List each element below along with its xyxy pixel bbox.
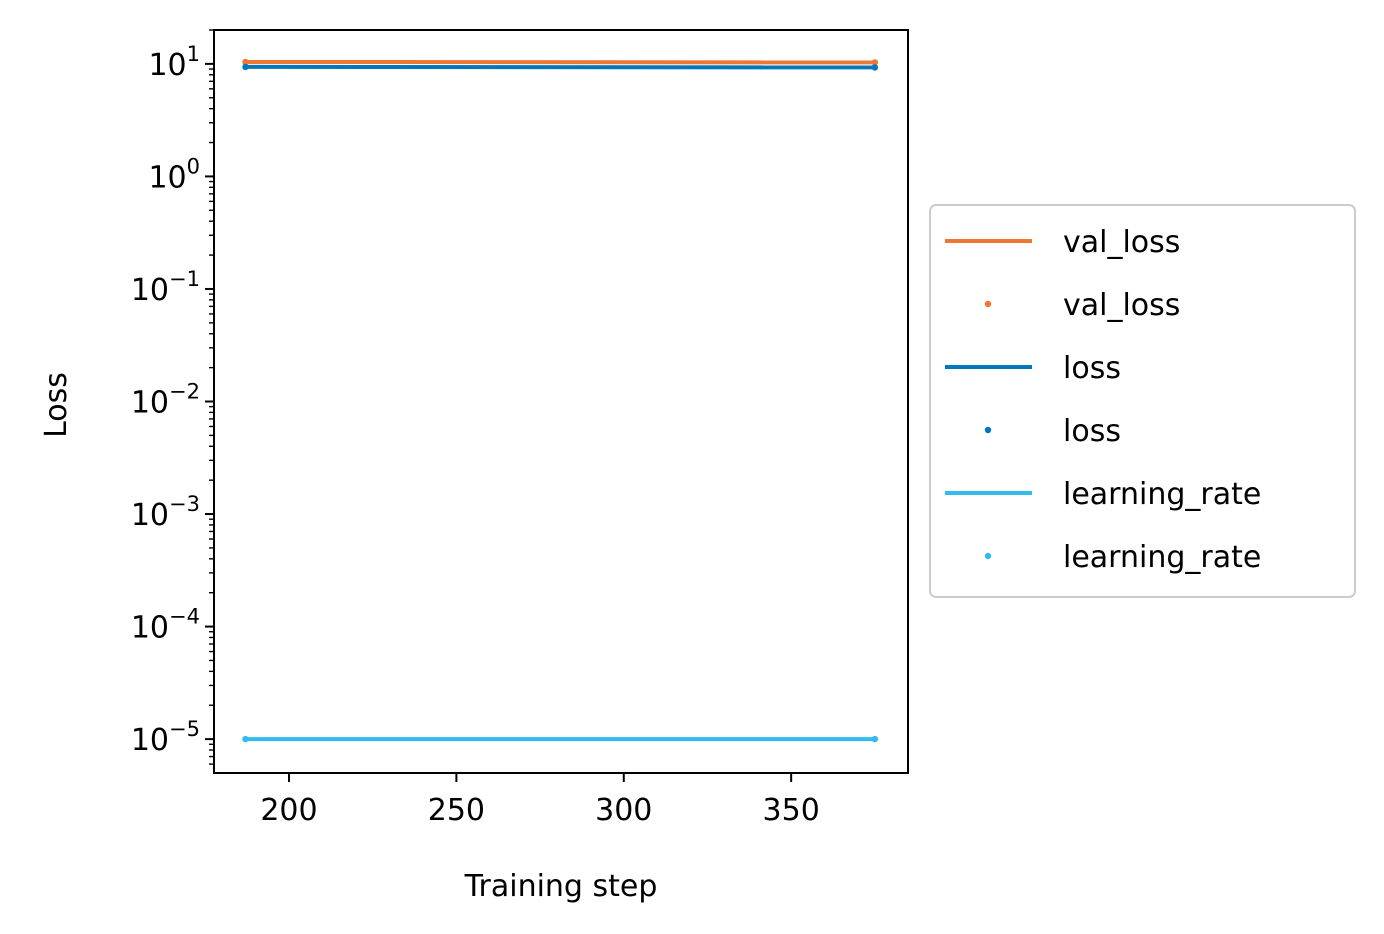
legend-dot-swatch bbox=[984, 552, 992, 560]
y-tick-label: 10−1 bbox=[131, 267, 200, 308]
series-point-val_loss bbox=[242, 58, 249, 66]
legend-label: loss bbox=[1063, 414, 1121, 449]
y-tick-label: 10−3 bbox=[131, 492, 200, 533]
y-tick-label: 10−5 bbox=[131, 717, 200, 758]
y-tick-label: 10−2 bbox=[131, 380, 200, 421]
series-point-loss bbox=[871, 64, 879, 71]
series-point-learning_rate bbox=[242, 735, 249, 743]
y-tick-label: 10−4 bbox=[131, 605, 200, 646]
legend-box bbox=[929, 204, 1356, 598]
legend-dot-swatch bbox=[984, 426, 992, 434]
x-tick-label: 200 bbox=[260, 793, 317, 828]
axes: 200 250 300 350 101 100 10−1 10−2 10−3 10−4 10−5 bbox=[131, 29, 909, 828]
x-axis-label: Training step bbox=[464, 869, 658, 904]
series-point-learning_rate bbox=[871, 735, 879, 743]
series-line-loss bbox=[245, 64, 875, 70]
legend-dot-swatch bbox=[984, 300, 992, 308]
x-tick-label: 250 bbox=[428, 793, 485, 828]
series-point-val_loss bbox=[871, 59, 879, 66]
legend-label: learning_rate bbox=[1063, 477, 1261, 512]
legend: val_lossval_losslosslosslearning_ratelea… bbox=[929, 204, 1356, 598]
y-axis-label: Loss bbox=[39, 372, 74, 438]
legend-label: learning_rate bbox=[1063, 540, 1261, 575]
x-tick-label: 300 bbox=[595, 793, 652, 828]
y-tick-label: 101 bbox=[148, 42, 200, 83]
legend-label: val_loss bbox=[1063, 288, 1180, 323]
series-point-loss bbox=[242, 63, 249, 71]
x-tick-label: 350 bbox=[763, 793, 820, 828]
y-tick-label: 100 bbox=[148, 154, 200, 195]
plot-area bbox=[242, 58, 879, 743]
legend-label: val_loss bbox=[1063, 225, 1180, 260]
plot-frame bbox=[213, 29, 909, 774]
legend-label: loss bbox=[1063, 351, 1121, 386]
